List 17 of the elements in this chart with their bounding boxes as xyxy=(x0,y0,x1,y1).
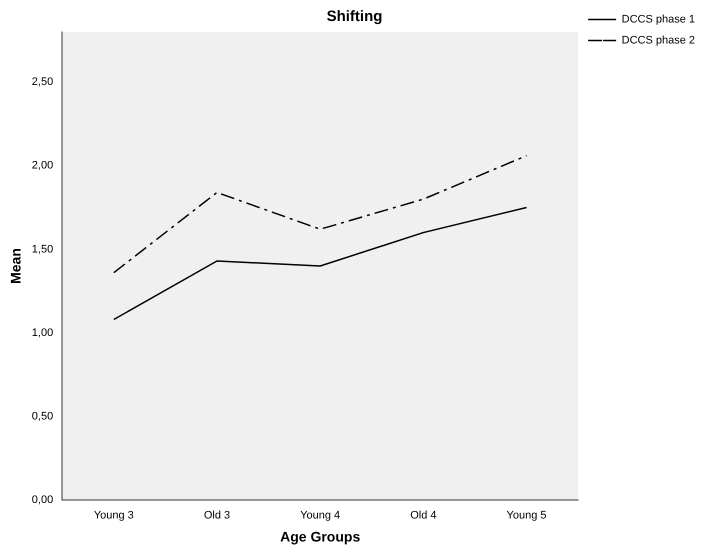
y-tick-label: 0,50 xyxy=(32,410,54,422)
x-tick-label: Young 5 xyxy=(506,510,547,522)
x-tick-label: Young 4 xyxy=(300,510,340,522)
x-axis-title: Age Groups xyxy=(280,528,360,544)
chart-title: Shifting xyxy=(326,8,382,26)
legend-label: DCCS phase 2 xyxy=(622,34,696,47)
x-tick-label: Old 4 xyxy=(410,510,437,522)
line-series xyxy=(113,154,528,274)
legend-label: DCCS phase 1 xyxy=(622,14,696,26)
x-tick-label: Young 3 xyxy=(94,510,134,522)
y-tick-label: 2,50 xyxy=(32,76,54,88)
y-tick-label: 1,50 xyxy=(32,243,54,256)
y-tick-label: 2,00 xyxy=(32,160,54,172)
y-tick-label: 0,00 xyxy=(32,494,54,506)
x-tick-label: Old 3 xyxy=(204,510,230,522)
y-tick-label: 1,00 xyxy=(32,326,54,339)
y-axis-title: Mean xyxy=(7,248,24,284)
